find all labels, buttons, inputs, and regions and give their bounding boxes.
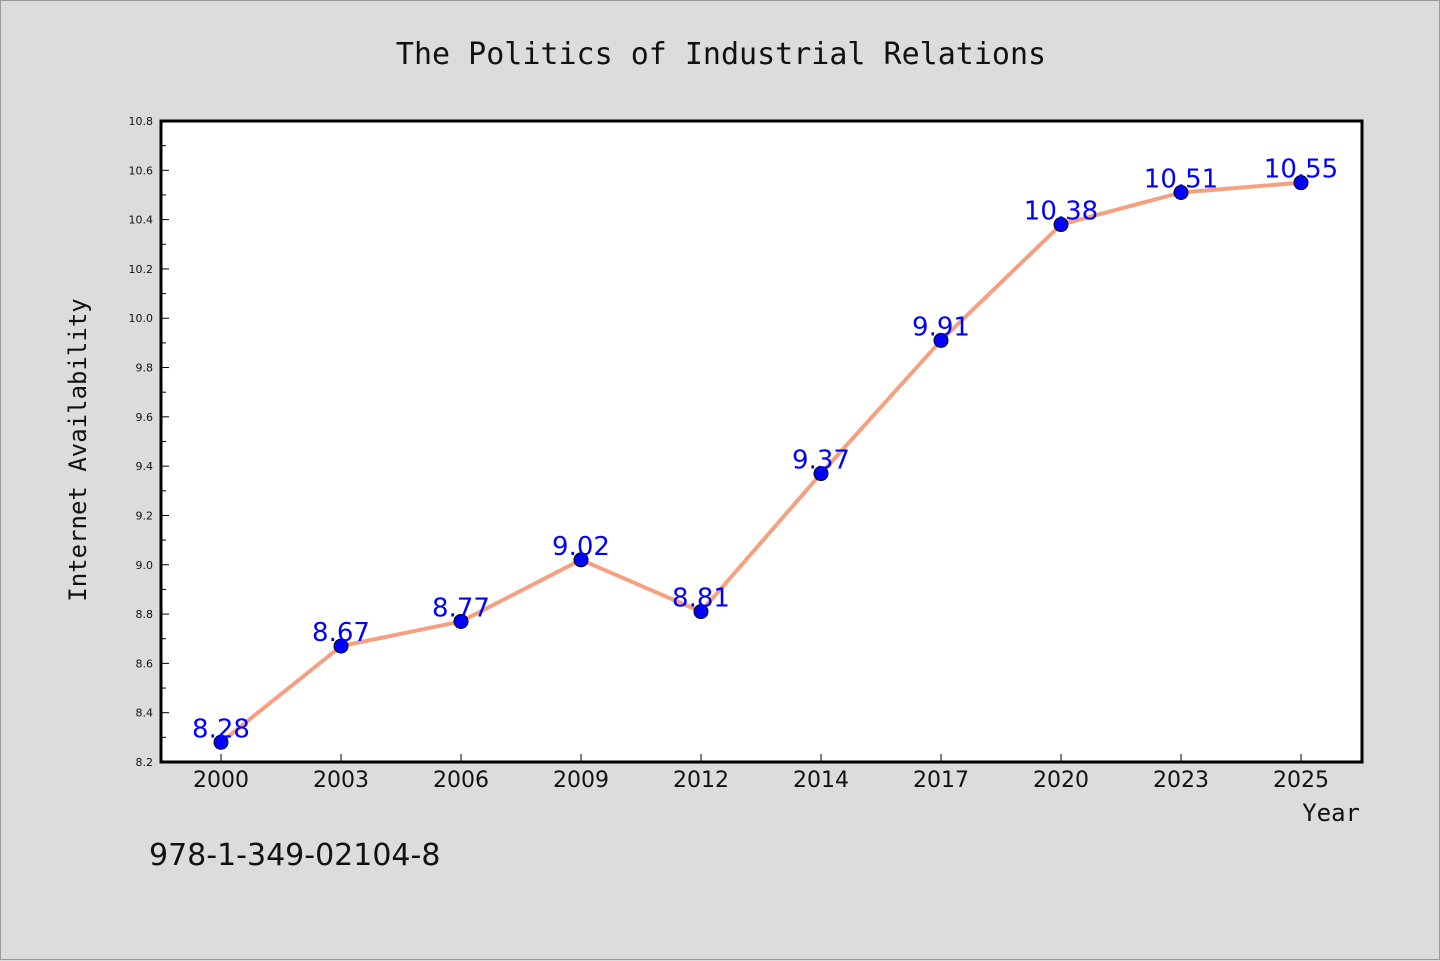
x-axis-label: Year — [1302, 799, 1360, 827]
x-tick-label: 2012 — [673, 768, 729, 793]
y-tick-label: 8.2 — [136, 756, 154, 769]
chart-title: The Politics of Industrial Relations — [396, 37, 1046, 72]
y-tick-label: 9.2 — [136, 509, 154, 522]
data-point — [813, 466, 829, 482]
data-label: 9.37 — [792, 446, 850, 476]
data-point — [693, 604, 709, 620]
x-tick-label: 2014 — [793, 768, 849, 793]
data-label: 8.81 — [672, 584, 730, 614]
data-point — [1173, 184, 1189, 200]
y-axis: 8.2 8.4 8.6 8.8 9.0 9.2 9.4 9.6 9.8 10.0 10.2 10.4 1… — [129, 115, 169, 769]
y-tick-label: 10.8 — [129, 115, 154, 128]
x-tick-label: 2023 — [1153, 768, 1209, 793]
y-tick-label: 8.8 — [136, 608, 154, 621]
x-tick-label: 2020 — [1033, 768, 1089, 793]
series-line — [219, 180, 1302, 744]
x-tick-label: 2000 — [193, 768, 249, 793]
y-tick-label: 10.6 — [129, 164, 154, 177]
data-point — [1293, 175, 1309, 191]
data-point — [213, 734, 229, 750]
x-tick-label: 2006 — [433, 768, 489, 793]
isbn-annotation: 978-1-349-02104-8 — [149, 838, 440, 873]
y-tick-label: 8.4 — [136, 707, 154, 720]
data-label: 8.77 — [432, 593, 490, 623]
data-label: 10.51 — [1144, 164, 1218, 194]
y-tick-label: 10.0 — [129, 312, 154, 325]
plot-area — [159, 119, 1364, 764]
x-tick-label: 2003 — [313, 768, 369, 793]
data-point — [1053, 217, 1069, 233]
data-point — [573, 552, 589, 568]
y-tick-label: 9.8 — [136, 362, 154, 375]
y-tick-label: 10.2 — [129, 263, 154, 276]
data-label: 8.67 — [312, 618, 370, 648]
y-tick-label: 10.4 — [129, 214, 154, 227]
data-label: 9.91 — [912, 312, 970, 342]
data-label: 10.38 — [1024, 197, 1098, 227]
data-label: 9.02 — [552, 532, 610, 562]
data-label: 10.55 — [1264, 155, 1338, 185]
y-tick-label: 9.4 — [136, 460, 154, 473]
data-label: 8.28 — [192, 714, 250, 744]
x-tick-label: 2025 — [1273, 768, 1329, 793]
data-point — [333, 638, 349, 654]
data-labels: 8.28 8.67 8.77 9.02 8.81 9.37 9.91 10.38 10.51 10… — [192, 155, 1338, 745]
series-group — [213, 175, 1309, 750]
y-tick-label: 8.6 — [136, 657, 154, 670]
data-point — [933, 332, 949, 348]
x-tick-label: 2009 — [553, 768, 609, 793]
y-axis-label: Internet Availability — [64, 298, 92, 601]
data-point — [453, 613, 469, 629]
x-axis: 2000 2003 2006 2009 2012 2014 2017 2020 2023 2025 — [193, 754, 1329, 793]
x-tick-label: 2017 — [913, 768, 969, 793]
y-tick-label: 9.6 — [136, 411, 154, 424]
y-tick-label: 9.0 — [136, 559, 154, 572]
